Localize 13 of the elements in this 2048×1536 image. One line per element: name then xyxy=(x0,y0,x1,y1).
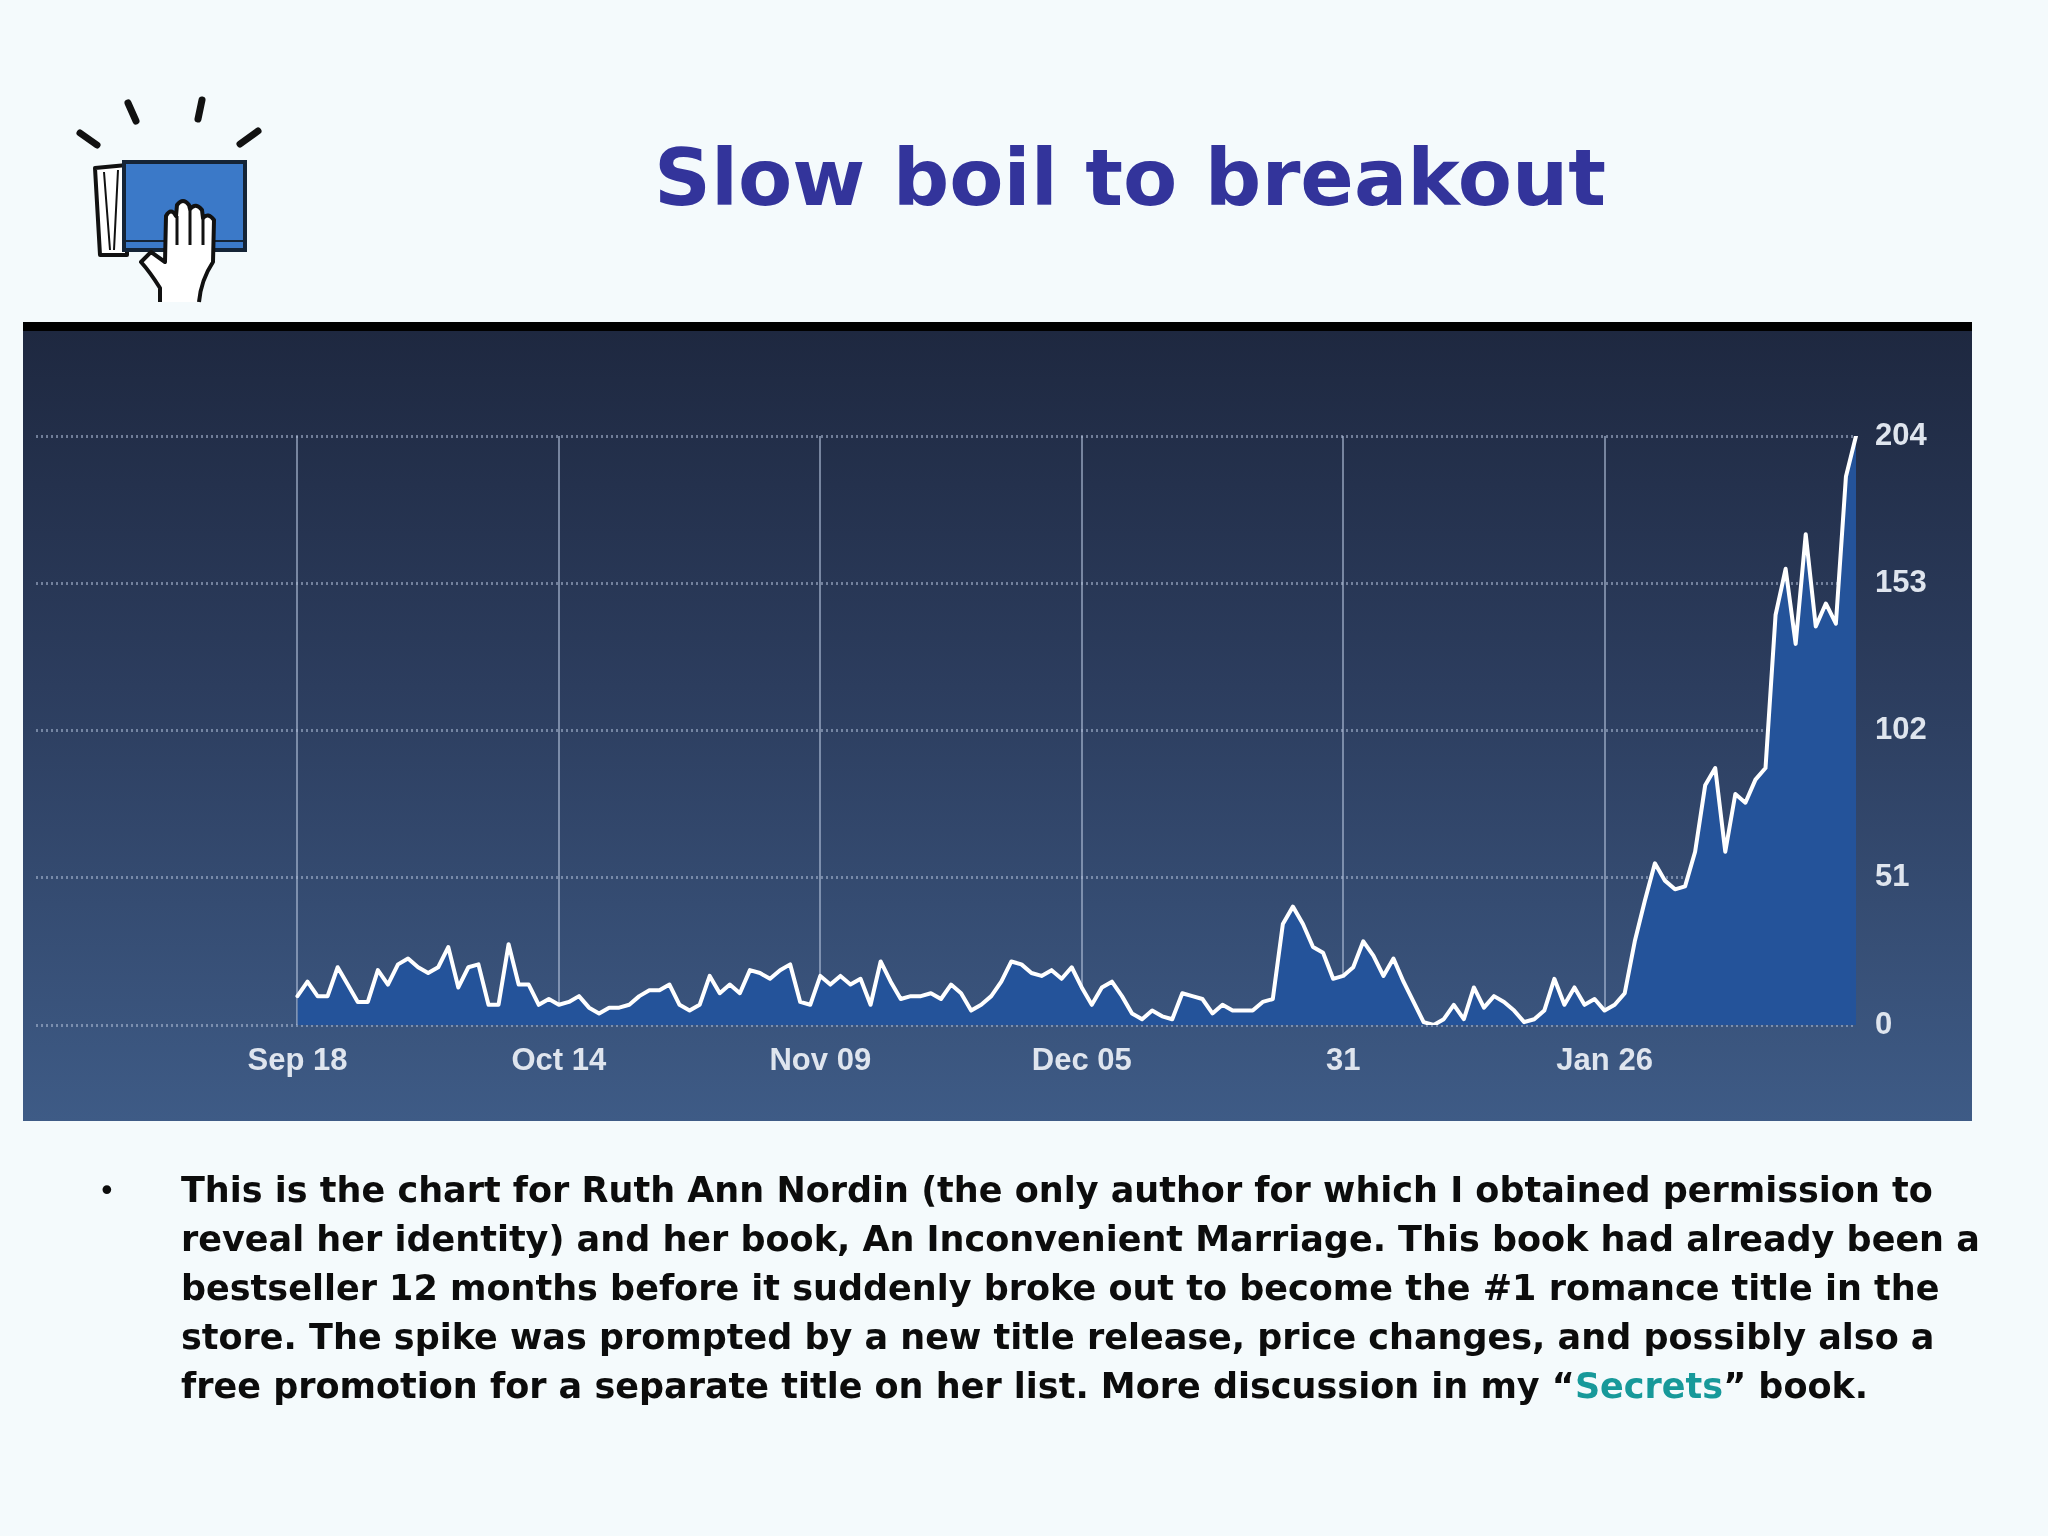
x-tick-label: Sep 18 xyxy=(247,1042,348,1078)
text: • This is the chart for Ruth Ann Nordin (the only author for which I obtained permission to reveal her identity) and her book, An Inconvenient Marriage. This book had already been a bestseller 12 months before it suddenly broke out to become the #1 romance title in the store. The spike was prompted by a new title release, price changes, and possibly also a free promotion for a separate title on her list. More discussion in my “Secrets” book. xyxy=(98,1170,1980,1406)
y2-tick-label: 153 xyxy=(1875,563,1927,599)
x-tick-label: 31 xyxy=(1325,1042,1361,1078)
x-tick-label: Nov 09 xyxy=(769,1042,872,1078)
chart-title: Slow boil to breakout xyxy=(653,131,1607,226)
y2-tick-label: 102 xyxy=(1875,711,1927,747)
y2-tick-label: 0 xyxy=(1875,1005,1893,1041)
y2-tick-label: 204 xyxy=(1875,416,1928,452)
x-tick-label: Oct 14 xyxy=(511,1042,608,1078)
y2-tick-label: 51 xyxy=(1875,858,1910,894)
x-tick-label: Dec 05 xyxy=(1031,1042,1132,1078)
x-tick-label: Jan 26 xyxy=(1556,1042,1653,1078)
